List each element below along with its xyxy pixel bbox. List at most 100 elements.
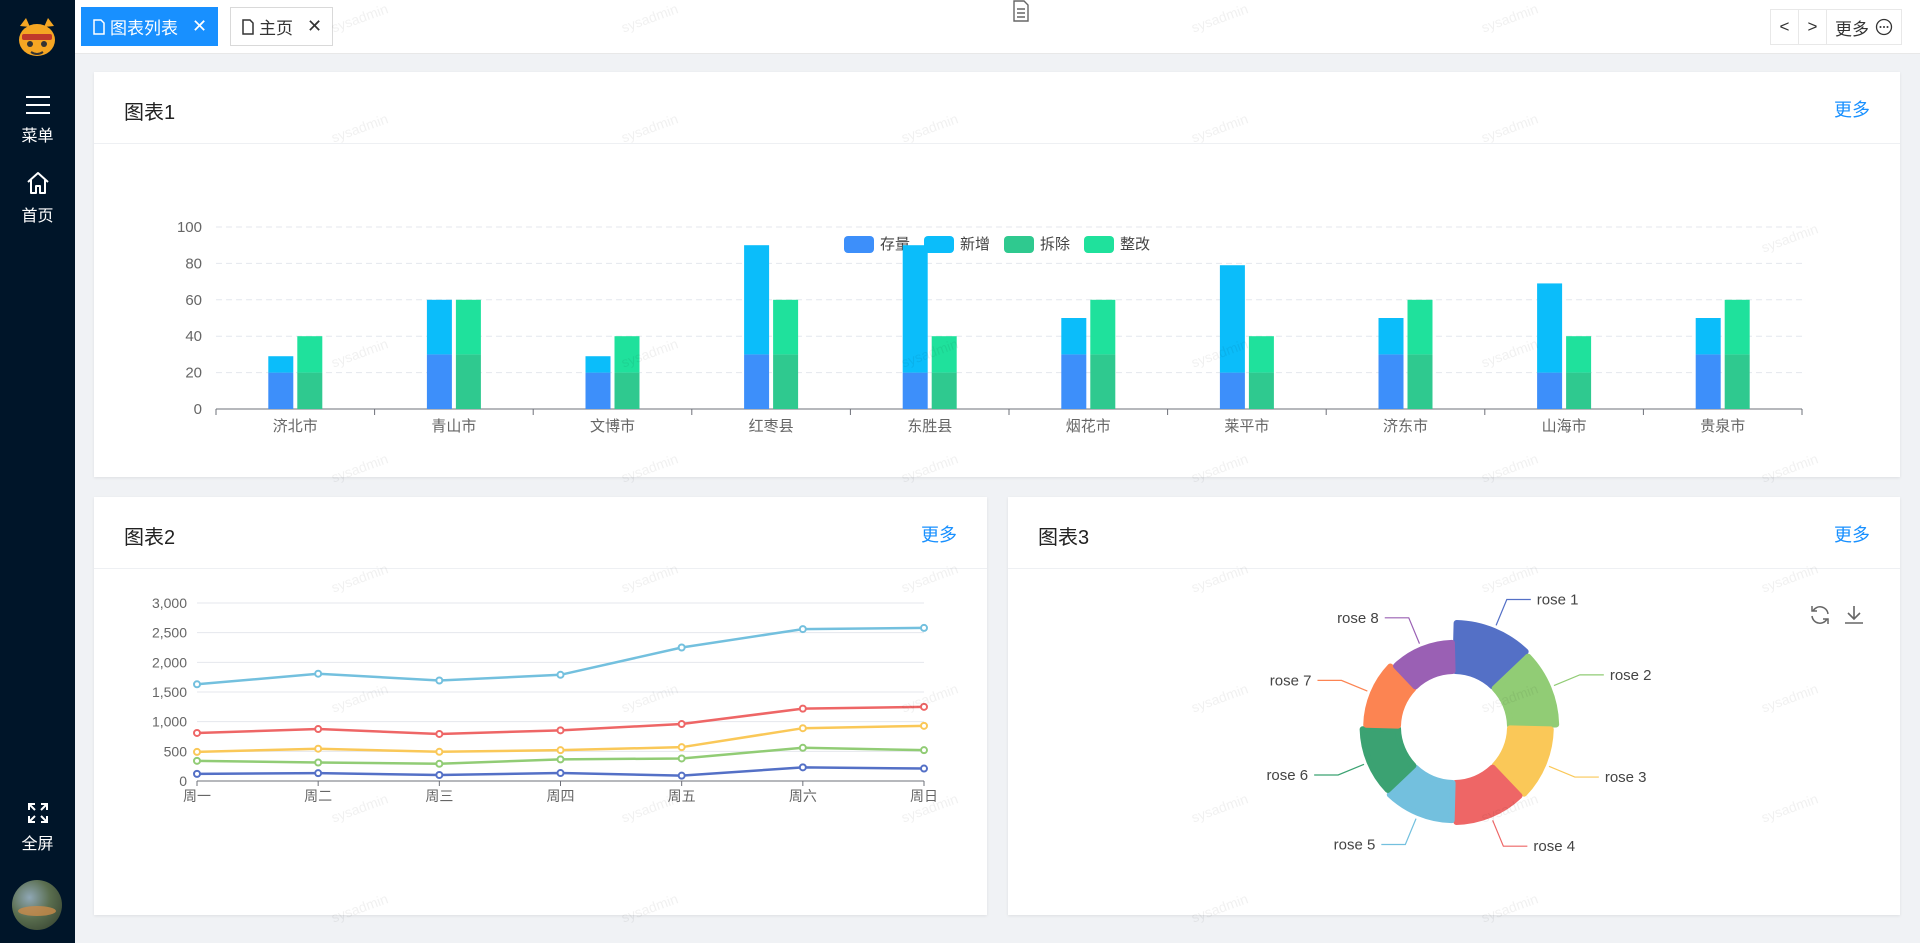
data-point: [193, 680, 201, 689]
data-point: [920, 702, 928, 711]
rose-chart: rose 1 rose 2 rose 3 rose 4 rose 5 rose 6 rose…: [1266, 592, 1651, 856]
data-point: [920, 746, 928, 755]
y-tick-label: 0: [194, 401, 202, 418]
file-icon: [93, 18, 105, 35]
label-line: [1314, 763, 1365, 776]
y-tick-label: 3,000: [152, 595, 187, 611]
data-point: [677, 771, 686, 780]
label-line: [1548, 765, 1599, 778]
slice-label: rose 6: [1266, 767, 1308, 784]
data-point: [314, 669, 323, 678]
bar: [455, 299, 481, 355]
bar: [585, 372, 611, 409]
more-link[interactable]: 更多: [1834, 100, 1870, 120]
data-point: [193, 728, 201, 737]
close-icon[interactable]: ✕: [192, 16, 208, 36]
menu-button[interactable]: 菜单: [0, 94, 75, 146]
bar: [902, 245, 928, 373]
bar: [297, 336, 323, 373]
data-point: [798, 724, 807, 733]
data-point: [314, 725, 323, 734]
label-line: [1553, 674, 1604, 687]
chart3-card: 图表3 更多 rose 1 rose 2 rose 3 rose 4 rose 5 ros…: [1008, 0, 1900, 915]
tab-home[interactable]: 主页 ✕: [230, 7, 334, 46]
y-tick-label: 1,500: [152, 684, 187, 700]
y-tick-label: 20: [185, 365, 202, 382]
sidebar: 菜单 首页 全屏: [0, 0, 75, 943]
chart1-card: 图表1 更多 存量 新增 拆除 整改 0 20 40 60 80 100 济北市 青山市 文博市 红枣县 东…: [94, 72, 1900, 477]
avatar[interactable]: [12, 880, 62, 930]
pie-slice: [1491, 653, 1560, 729]
x-tick-label: 周六: [789, 788, 817, 804]
chevron-right-icon: >: [1807, 17, 1818, 36]
bar: [585, 356, 611, 373]
data-point: [556, 670, 565, 679]
bar: [1378, 354, 1404, 409]
fullscreen-label: 全屏: [21, 836, 54, 853]
prev-tab-button[interactable]: <: [1771, 10, 1799, 44]
x-tick-label: 莱平市: [1224, 418, 1269, 435]
bar: [1378, 318, 1404, 355]
label-line: [1495, 598, 1531, 626]
refresh-icon[interactable]: [1808, 603, 1832, 627]
data-point: [556, 726, 565, 735]
tab-label: 主页: [259, 19, 293, 38]
expand-icon: [27, 803, 48, 823]
more-tabs-button[interactable]: 更多: [1827, 10, 1901, 44]
pie-slice: [1363, 663, 1417, 729]
chevron-left-icon: <: [1779, 17, 1790, 36]
y-tick-label: 80: [185, 255, 202, 272]
pie-slice: [1452, 764, 1523, 825]
x-tick-label: 烟花市: [1066, 418, 1111, 435]
pie-slice: [1491, 725, 1554, 797]
ellipsis-circle-icon: [1875, 18, 1893, 36]
x-tick-label: 周一: [183, 788, 211, 804]
y-tick-label: 40: [185, 328, 202, 345]
card-title: 图表3: [1038, 527, 1090, 549]
y-tick-label: 2,500: [152, 625, 187, 641]
bar: [1219, 372, 1245, 409]
card-header: 图表2 更多: [94, 497, 987, 569]
slice-label: rose 4: [1533, 838, 1575, 855]
data-point: [435, 747, 444, 756]
close-icon[interactable]: ✕: [307, 16, 323, 36]
data-view-icon[interactable]: [1009, 0, 1033, 23]
x-tick-label: 红枣县: [749, 418, 794, 435]
y-tick-label: 1,000: [152, 714, 187, 730]
home-button[interactable]: 首页: [0, 170, 75, 226]
x-tick-label: 文博市: [590, 418, 635, 435]
bar: [1407, 299, 1433, 355]
card-title: 图表2: [124, 527, 176, 549]
bar: [614, 372, 640, 409]
bar: [931, 372, 957, 409]
bar: [426, 299, 452, 355]
tab-nav: < > 更多: [1770, 9, 1902, 45]
fullscreen-button[interactable]: 全屏: [0, 802, 75, 854]
data-point: [798, 743, 807, 752]
data-point: [314, 758, 323, 767]
next-tab-button[interactable]: >: [1799, 10, 1827, 44]
bar: [1061, 318, 1087, 355]
bar: [1695, 354, 1721, 409]
slice-label: rose 7: [1270, 672, 1312, 689]
bar: [1724, 354, 1750, 409]
slice-label: rose 5: [1334, 837, 1376, 854]
bar: [1566, 336, 1592, 373]
x-tick-label: 济东市: [1383, 418, 1428, 435]
more-link[interactable]: 更多: [921, 525, 957, 545]
more-label: 更多: [1835, 19, 1869, 39]
bar: [1090, 299, 1116, 355]
tab-chart-list[interactable]: 图表列表 ✕: [81, 7, 219, 46]
data-point: [314, 744, 323, 753]
download-icon[interactable]: [1842, 603, 1866, 627]
data-point: [677, 743, 686, 752]
bar: [1566, 372, 1592, 409]
more-link[interactable]: 更多: [1834, 525, 1870, 545]
legend-label: 拆除: [1040, 236, 1070, 253]
bar: [744, 354, 770, 409]
hamburger-icon: [25, 96, 50, 114]
menu-label: 菜单: [21, 128, 54, 145]
bar: [455, 354, 481, 409]
home-label: 首页: [21, 208, 54, 225]
top-bar: 图表列表 ✕ 主页 ✕ < > 更多: [75, 0, 1920, 54]
